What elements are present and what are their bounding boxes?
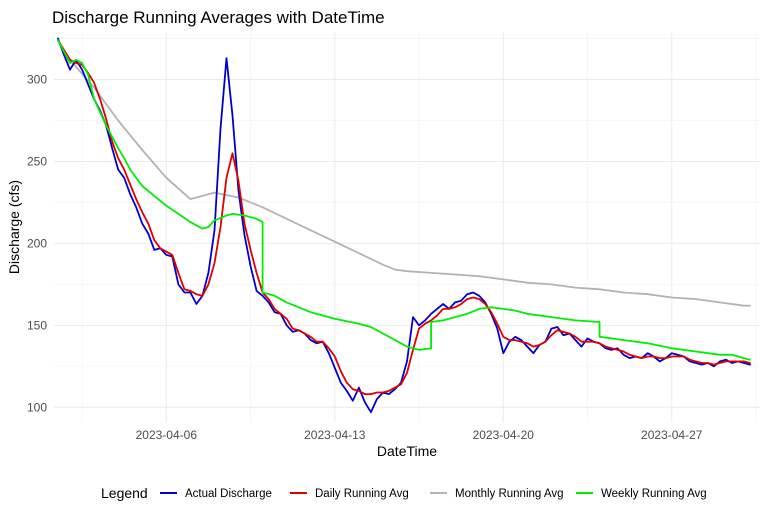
legend: Legend Actual Discharge Daily Running Avg… xyxy=(101,485,707,501)
major-gridlines xyxy=(54,32,760,422)
y-axis-ticks: 100 150 200 250 300 xyxy=(27,73,47,415)
series-line-monthly-running-avg xyxy=(57,39,751,307)
chart-title: Discharge Running Averages with DateTime xyxy=(52,8,385,27)
x-tick-label: 2023-04-06 xyxy=(136,428,198,442)
y-tick-label: 150 xyxy=(27,318,47,332)
y-tick-label: 100 xyxy=(27,400,47,414)
y-tick-label: 300 xyxy=(27,73,47,87)
x-tick-label: 2023-04-13 xyxy=(304,428,366,442)
series-line-daily-running-avg xyxy=(57,39,751,395)
x-axis-ticks: 2023-04-06 2023-04-13 2023-04-20 2023-04-27 xyxy=(136,428,703,442)
legend-label-actual-discharge: Actual Discharge xyxy=(185,488,272,500)
series-layer xyxy=(57,37,751,414)
y-tick-label: 250 xyxy=(27,154,47,168)
legend-label-monthly-running-avg: Monthly Running Avg xyxy=(455,488,563,500)
legend-label-weekly-running-avg: Weekly Running Avg xyxy=(601,488,707,500)
y-axis-title: Discharge (cfs) xyxy=(6,180,22,274)
minor-gridlines xyxy=(54,32,760,422)
legend-label-daily-running-avg: Daily Running Avg xyxy=(315,488,409,500)
legend-title: Legend xyxy=(101,485,148,501)
y-tick-label: 200 xyxy=(27,236,47,250)
series-line-weekly-running-avg xyxy=(57,39,751,361)
x-tick-label: 2023-04-20 xyxy=(473,428,535,442)
x-tick-label: 2023-04-27 xyxy=(641,428,703,442)
x-axis-title: DateTime xyxy=(377,443,437,459)
